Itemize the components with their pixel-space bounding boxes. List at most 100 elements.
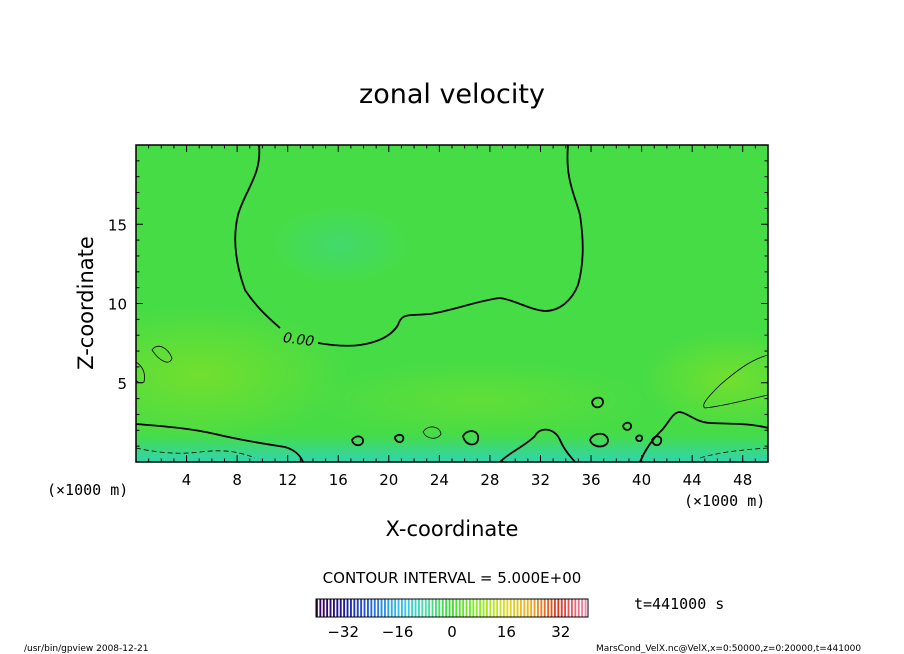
y-tick-label: 5	[117, 375, 127, 393]
colorbar-stripe	[503, 599, 505, 617]
colorbar-stripe	[533, 599, 536, 617]
contour-lines-dashed	[136, 447, 768, 459]
colorbar-stripe	[397, 599, 400, 617]
colorbar-stripe	[380, 599, 383, 617]
colorbar-stripe	[360, 599, 363, 617]
colorbar-stripe	[370, 599, 373, 617]
colorbar-stripe	[326, 599, 329, 617]
colorbar-stripe	[445, 599, 448, 617]
x-tick-label: 48	[733, 471, 752, 489]
colorbar-stripe	[581, 599, 584, 617]
colorbar-stripe	[547, 599, 550, 617]
colorbar-stripe	[530, 599, 533, 617]
negative-region-upper	[270, 205, 410, 285]
colorbar-stripe	[339, 599, 342, 617]
colorbar-stripe	[516, 599, 519, 617]
colorbar-stripe	[455, 599, 458, 617]
contour-lines-thin	[136, 345, 768, 439]
contour-blob-5	[591, 396, 604, 409]
colorbar-tick-labels: −32 −16 0 16 32	[327, 623, 570, 641]
x-tick-label: 32	[531, 471, 550, 489]
colorbar-stripe	[319, 599, 322, 617]
x-axis-label: X-coordinate	[386, 517, 519, 541]
contour-negative-left	[136, 447, 256, 459]
x-tick-label: 28	[480, 471, 499, 489]
contour-blob-1	[351, 435, 364, 447]
colorbar-stripe	[407, 599, 410, 617]
negative-region-bottom	[136, 428, 768, 462]
contour-five-left	[151, 345, 173, 363]
y-axis-unit: (×1000 m)	[47, 481, 128, 499]
colorbar-stripe	[492, 599, 495, 617]
positive-region-right	[640, 330, 768, 430]
time-label: t=441000 s	[634, 595, 724, 613]
colorbar-tick-label: −16	[382, 623, 414, 641]
colorbar-stripe	[377, 599, 380, 617]
x-tick-label: 8	[232, 471, 242, 489]
contour-blob-2	[394, 433, 405, 444]
colorbar-stripe	[322, 599, 325, 617]
colorbar-stripe	[343, 599, 346, 617]
colorbar-stripe	[336, 599, 339, 617]
x-tick-label: 36	[581, 471, 600, 489]
contour-bottom-boundary	[136, 423, 304, 462]
chart-title: zonal velocity	[359, 79, 545, 110]
colorbar-stripe	[435, 599, 437, 617]
colorbar-stripe	[404, 599, 407, 617]
colorbar-stripe	[496, 599, 499, 617]
colorbar-stripe	[424, 599, 427, 617]
colorbar: −32 −16 0 16 32	[315, 598, 589, 641]
colorbar-stripe	[584, 599, 587, 617]
contour-five-mid	[422, 426, 442, 439]
colorbar-tick-label: 32	[551, 623, 570, 641]
contour-blob-7	[622, 421, 632, 431]
colorbar-stripe	[537, 599, 539, 617]
colorbar-stripe	[428, 599, 431, 617]
colorbar-stripe	[469, 599, 471, 617]
x-tick-label: 24	[430, 471, 449, 489]
colorbar-stripe	[411, 599, 414, 617]
colorbar-stripe	[438, 599, 441, 617]
x-tick-label: 12	[278, 471, 297, 489]
colorbar-stripe	[414, 599, 417, 617]
contour-label: 0.00	[282, 330, 315, 350]
x-tick-label: 20	[379, 471, 398, 489]
colorbar-stripe	[526, 599, 529, 617]
x-tick-label: 44	[683, 471, 702, 489]
contour-interval-label: CONTOUR INTERVAL = 5.000E+00	[323, 569, 582, 587]
colorbar-stripe	[363, 599, 366, 617]
colorbar-stripe	[571, 599, 573, 617]
colorbar-stripe	[564, 599, 567, 617]
contour-zero-main	[234, 145, 584, 347]
colorbar-tick-label: 16	[497, 623, 516, 641]
colorbar-stripe	[567, 599, 570, 617]
contour-blob-6	[589, 432, 609, 448]
y-axis-ticks	[136, 160, 768, 447]
y-tick-label: 15	[108, 216, 127, 234]
colorbar-stripe	[316, 599, 318, 617]
y-tick-label: 10	[108, 296, 127, 314]
colorbar-stripe	[346, 599, 349, 617]
colorbar-stripe	[356, 599, 359, 617]
colorbar-stripe	[373, 599, 376, 617]
x-tick-label: 16	[329, 471, 348, 489]
colorbar-stripe	[509, 599, 512, 617]
contour-blob-8	[651, 435, 663, 447]
colorbar-stripe	[350, 599, 352, 617]
contour-five-small	[136, 361, 145, 384]
positive-region-mid	[310, 360, 650, 440]
colorbar-stripe	[384, 599, 386, 617]
colorbar-stripe	[520, 599, 522, 617]
x-axis-ticks	[148, 145, 756, 462]
colorbar-stripe	[550, 599, 553, 617]
colorbar-stripe	[448, 599, 451, 617]
colorbar-stripe	[387, 599, 390, 617]
colorbar-stripe	[479, 599, 482, 617]
colorbar-stripe	[418, 599, 420, 617]
colorbar-stripe	[353, 599, 356, 617]
colorbar-stripe	[458, 599, 461, 617]
x-tick-label: 4	[182, 471, 192, 489]
footer-right: MarsCond_VelX.nc@VelX,x=0:50000,z=0:2000…	[596, 644, 861, 654]
x-tick-label: 40	[632, 471, 651, 489]
contour-lines	[136, 145, 768, 462]
